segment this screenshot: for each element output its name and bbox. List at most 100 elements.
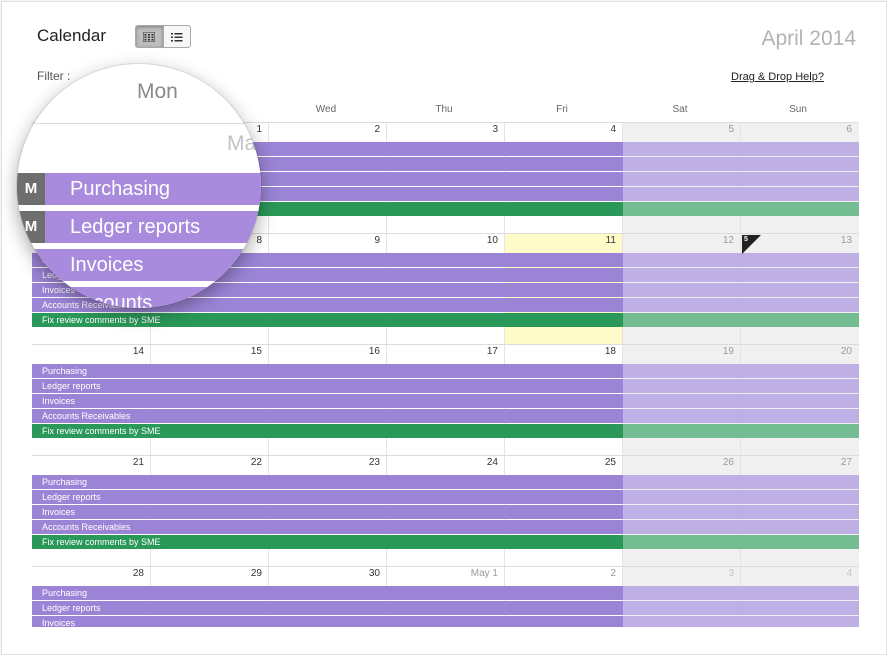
week-divider <box>32 566 859 567</box>
magnified-task-row: M Purchasing <box>17 173 261 205</box>
magnified-task-label: Ledger reports <box>70 216 201 238</box>
magnified-day-number: Ma <box>227 132 257 155</box>
magnified-task-label: Invoices <box>70 254 144 276</box>
task-label: Ledger reports <box>42 381 101 391</box>
day-number[interactable]: 18 <box>604 346 616 357</box>
weekend-overlay <box>623 364 859 378</box>
task-bar[interactable]: Purchasing <box>32 475 859 489</box>
month-view-button[interactable] <box>136 26 163 47</box>
day-number[interactable]: 27 <box>840 457 852 468</box>
day-number[interactable]: 4 <box>610 124 616 135</box>
day-number[interactable]: 9 <box>374 235 380 246</box>
drag-drop-help-link[interactable]: Drag & Drop Help? <box>731 71 824 83</box>
task-label: Accounts Receivables <box>42 522 131 532</box>
task-label: Purchasing <box>42 588 88 598</box>
weekend-overlay <box>623 424 859 438</box>
task-label: Purchasing <box>42 366 88 376</box>
weekend-overlay <box>623 172 859 186</box>
task-bar[interactable]: Purchasing <box>32 364 859 378</box>
milestone-badge: M <box>17 173 45 205</box>
task-label: Fix review comments by SME <box>42 537 161 547</box>
magnified-task-label: Purchasing <box>70 178 171 200</box>
day-number[interactable]: 2 <box>610 568 616 579</box>
day-number[interactable]: 5 <box>728 124 734 135</box>
weekend-overlay <box>623 409 859 423</box>
day-number[interactable]: 21 <box>132 457 144 468</box>
filter-label: Filter : <box>37 69 71 83</box>
magnified-task-row: M Ledger reports <box>17 211 261 243</box>
review-task-bar[interactable]: Fix review comments by SME <box>32 313 859 327</box>
week-divider <box>32 344 859 345</box>
day-number[interactable]: 24 <box>486 457 498 468</box>
weekend-overlay <box>623 490 859 504</box>
day-number[interactable]: 30 <box>368 568 380 579</box>
day-number[interactable]: 25 <box>604 457 616 468</box>
weekend-overlay <box>623 535 859 549</box>
weekend-overlay <box>623 202 859 216</box>
weekend-overlay <box>623 616 859 627</box>
calendar-grid-icon <box>143 31 156 42</box>
day-number[interactable]: 12 <box>722 235 734 246</box>
task-label: Accounts Receivables <box>42 411 131 421</box>
magnified-divider <box>17 123 261 124</box>
task-label: Invoices <box>42 396 76 406</box>
day-number[interactable]: 1 <box>256 124 262 135</box>
day-number[interactable]: May 1 <box>470 568 498 579</box>
month-title: April 2014 <box>761 27 856 50</box>
day-number[interactable]: 6 <box>846 124 852 135</box>
task-label: Invoices <box>42 618 76 627</box>
day-number[interactable]: 23 <box>368 457 380 468</box>
day-number[interactable]: 26 <box>722 457 734 468</box>
day-number[interactable]: 3 <box>728 568 734 579</box>
task-bar[interactable]: Ledger reports <box>32 379 859 393</box>
weekend-overlay <box>623 379 859 393</box>
day-number[interactable]: 11 <box>605 235 616 246</box>
weekend-overlay <box>623 253 859 267</box>
day-number[interactable]: 13 <box>840 235 852 246</box>
task-bar[interactable]: Purchasing <box>32 586 859 600</box>
weekend-overlay <box>623 187 859 201</box>
magnified-task-row: Accounts Receivables <box>17 287 261 308</box>
task-bar[interactable]: Invoices <box>32 505 859 519</box>
day-number[interactable]: 16 <box>368 346 380 357</box>
task-bar[interactable]: Accounts Receivables <box>32 520 859 534</box>
day-number[interactable]: 2 <box>374 124 380 135</box>
day-number[interactable]: 17 <box>486 346 498 357</box>
day-number[interactable]: 22 <box>250 457 262 468</box>
day-number[interactable]: 10 <box>486 235 498 246</box>
magnified-task-row: Invoices <box>17 249 261 281</box>
weekend-overlay <box>623 313 859 327</box>
day-header-wed: Wed <box>315 104 337 115</box>
day-number[interactable]: 19 <box>722 346 734 357</box>
task-bar[interactable]: Ledger reports <box>32 490 859 504</box>
weekend-overlay <box>623 601 859 615</box>
magnified-task-label: Accounts Receivables <box>70 292 153 308</box>
magnifier-lens: Mon Ma M Purchasing M Ledger reports Invoice… <box>17 64 261 308</box>
day-header-thu: Thu <box>435 104 453 115</box>
view-toggle <box>135 25 191 48</box>
page-title: Calendar <box>37 26 106 45</box>
task-bar[interactable]: Invoices <box>32 394 859 408</box>
weekend-overlay <box>623 475 859 489</box>
week-divider <box>32 233 859 234</box>
day-number[interactable]: 28 <box>132 568 144 579</box>
review-task-bar[interactable]: Fix review comments by SME <box>32 424 859 438</box>
task-bar[interactable]: Invoices <box>32 616 859 627</box>
day-number[interactable]: 14 <box>132 346 144 357</box>
day-number[interactable]: 20 <box>840 346 852 357</box>
task-label: Ledger reports <box>42 603 101 613</box>
day-number[interactable]: 4 <box>846 568 852 579</box>
day-header-sun: Sun <box>789 104 807 115</box>
review-task-bar[interactable]: Fix review comments by SME <box>32 535 859 549</box>
task-label: Ledger reports <box>42 492 101 502</box>
task-bar[interactable]: Ledger reports <box>32 601 859 615</box>
week-divider <box>32 455 859 456</box>
day-number[interactable]: 29 <box>250 568 262 579</box>
list-view-button[interactable] <box>162 26 191 47</box>
weekend-overlay <box>623 142 859 156</box>
day-number[interactable]: 3 <box>492 124 498 135</box>
day-number[interactable]: 15 <box>250 346 262 357</box>
task-bar[interactable]: Accounts Receivables <box>32 409 859 423</box>
week-divider <box>32 122 859 123</box>
